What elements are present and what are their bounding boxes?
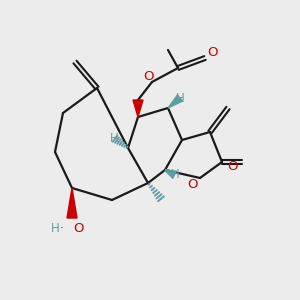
Polygon shape: [168, 95, 183, 108]
Text: O: O: [143, 70, 153, 83]
Polygon shape: [133, 100, 143, 117]
Text: O: O: [73, 221, 83, 235]
Text: O: O: [187, 178, 197, 191]
Text: O: O: [227, 160, 237, 173]
Text: H: H: [51, 221, 59, 235]
Text: H: H: [176, 92, 184, 104]
Text: H: H: [171, 169, 179, 182]
Text: ·: ·: [60, 223, 64, 233]
Text: H: H: [110, 131, 118, 145]
Polygon shape: [67, 188, 77, 218]
Text: O: O: [208, 46, 218, 59]
